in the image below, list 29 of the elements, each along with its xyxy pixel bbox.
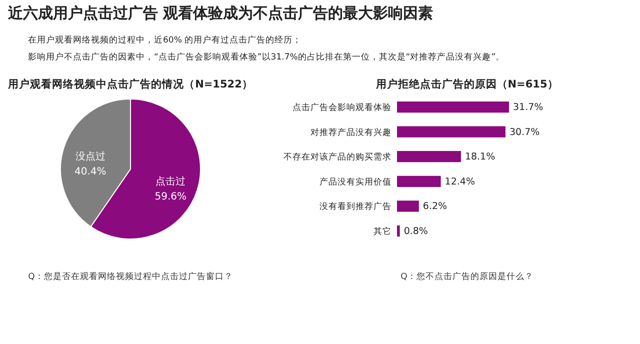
data-label: 31.7% xyxy=(513,102,544,114)
slice-label: 点击过 xyxy=(156,175,186,188)
text: Q：您不点击广告的原因是什么？ xyxy=(400,271,534,282)
bar xyxy=(397,151,461,162)
y-tick-label: 点击广告会影响观看体验 xyxy=(292,102,392,114)
y-tick-label: 其它 xyxy=(374,226,392,237)
text: 在用户观看网络视频的过程中，近60% 的用户有过点击广告的经历； xyxy=(28,34,302,46)
text: 影响用户不点击广告的因素中，“点击广告会影响观看体验”以31.7%的占比排在第一位，其次是“对推荐产品没有兴趣”。 xyxy=(28,52,505,62)
data-label: 40.4% xyxy=(74,166,106,178)
data-label: 59.6% xyxy=(154,191,186,202)
bar xyxy=(397,126,506,138)
y-tick-label: 没有看到推荐广告 xyxy=(320,201,392,212)
data-label: 30.7% xyxy=(509,126,540,138)
data-label: 0.8% xyxy=(404,226,428,237)
bar xyxy=(397,101,509,113)
slice-label: 没点过 xyxy=(75,150,106,163)
chart-title: 用户拒绝点击广告的原因（N=615） xyxy=(374,78,558,90)
y-tick-label: 不存在对该产品的购买需求 xyxy=(284,152,392,163)
data-label: 18.1% xyxy=(464,152,496,163)
text: Q：您是否在观看网络视频过程中点击过广告窗口？ xyxy=(28,271,233,282)
bar xyxy=(397,200,419,212)
data-label: 12.4% xyxy=(444,176,475,188)
data-label: 6.2% xyxy=(422,201,448,212)
y-tick-label: 产品没有实用价值 xyxy=(320,176,392,188)
y-tick-label: 对推荐产品没有兴趣 xyxy=(310,126,392,138)
bar xyxy=(397,176,441,187)
text: 近六成用户点击过广告 观看体验成为不点击广告的最大影响因素 xyxy=(7,4,434,22)
bar xyxy=(397,225,400,237)
chart-title: 用户观看网络视频中点击广告的情况（N=1522） xyxy=(7,78,253,90)
